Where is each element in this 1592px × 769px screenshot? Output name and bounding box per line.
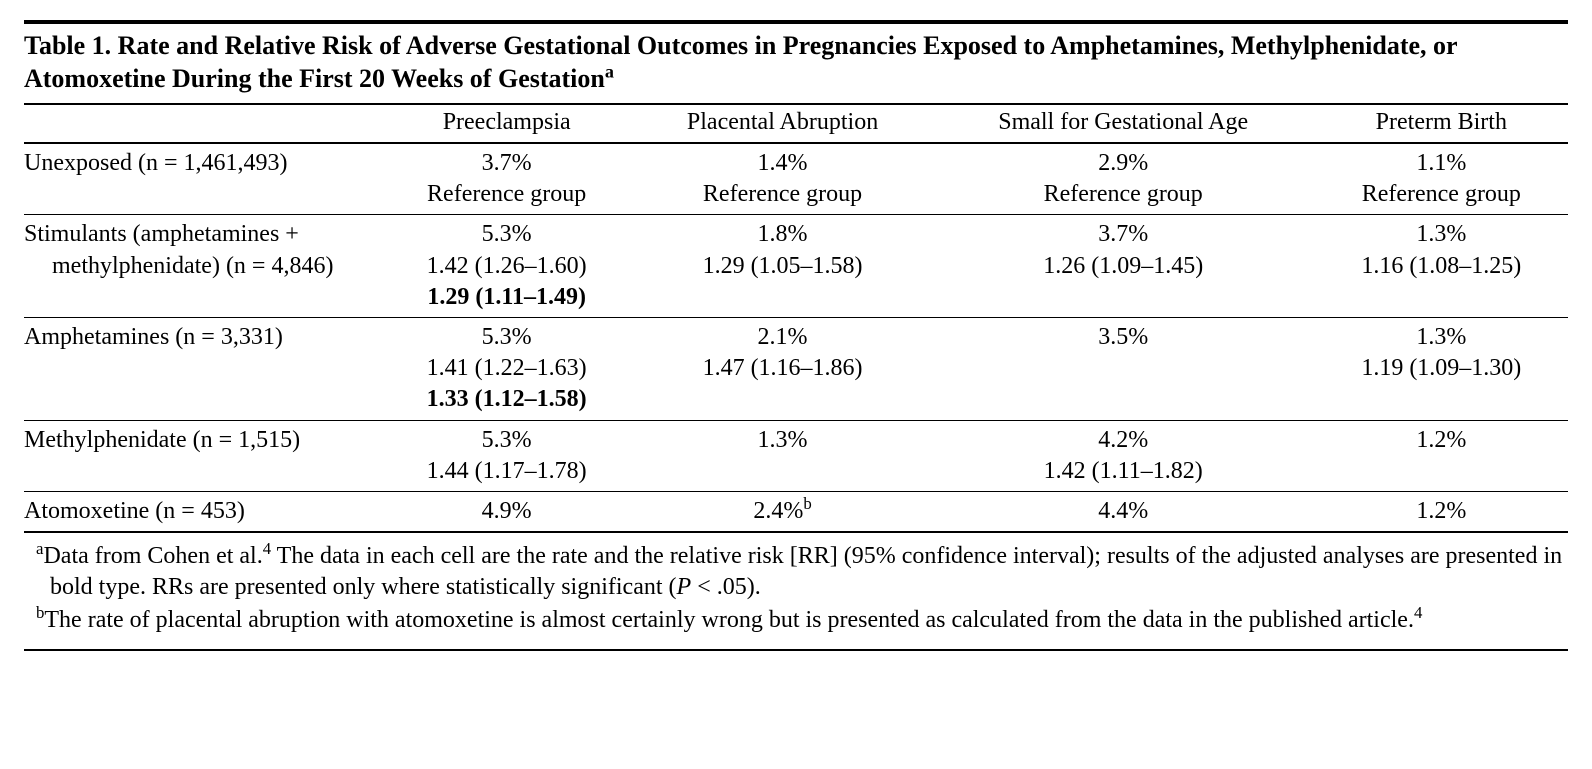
footnote: aData from Cohen et al.4 The data in eac…	[24, 541, 1568, 603]
table-title: Table 1. Rate and Relative Risk of Adver…	[24, 24, 1568, 105]
data-cell: 2.9%Reference group	[932, 143, 1315, 215]
data-cell: 1.4%Reference group	[633, 143, 931, 215]
data-cell: 4.4%	[932, 491, 1315, 531]
col-header-preterm: Preterm Birth	[1315, 105, 1568, 143]
data-cell: 3.7%Reference group	[380, 143, 633, 215]
data-cell: 3.5%	[932, 317, 1315, 420]
data-cell: 1.2%	[1315, 420, 1568, 491]
data-cell: 5.3%1.41 (1.22–1.63)1.33 (1.12–1.58)	[380, 317, 633, 420]
row-label: Stimulants (amphetamines + methylphenida…	[24, 215, 380, 318]
data-cell: 5.3%1.42 (1.26–1.60)1.29 (1.11–1.49)	[380, 215, 633, 318]
row-label: Atomoxetine (n = 453)	[24, 491, 380, 531]
title-text: Table 1. Rate and Relative Risk of Adver…	[24, 31, 1457, 93]
table-container: Table 1. Rate and Relative Risk of Adver…	[24, 20, 1568, 651]
data-cell: 1.2%	[1315, 491, 1568, 531]
table-row: Atomoxetine (n = 453)4.9%2.4%b4.4%1.2%	[24, 491, 1568, 531]
row-label: Methylphenidate (n = 1,515)	[24, 420, 380, 491]
data-cell: 5.3%1.44 (1.17–1.78)	[380, 420, 633, 491]
footnote: bThe rate of placental abruption with at…	[24, 605, 1568, 636]
title-sup: a	[605, 61, 614, 81]
footnotes: aData from Cohen et al.4 The data in eac…	[24, 531, 1568, 649]
data-cell: 1.8%1.29 (1.05–1.58)	[633, 215, 931, 318]
table-row: Unexposed (n = 1,461,493)3.7%Reference g…	[24, 143, 1568, 215]
data-cell: 1.3%1.19 (1.09–1.30)	[1315, 317, 1568, 420]
data-cell: 3.7%1.26 (1.09–1.45)	[932, 215, 1315, 318]
col-header-preeclampsia: Preeclampsia	[380, 105, 633, 143]
data-cell: 1.3%1.16 (1.08–1.25)	[1315, 215, 1568, 318]
col-header-blank	[24, 105, 380, 143]
data-table: Preeclampsia Placental Abruption Small f…	[24, 105, 1568, 531]
col-header-abruption: Placental Abruption	[633, 105, 931, 143]
data-cell: 1.3%	[633, 420, 931, 491]
table-row: Methylphenidate (n = 1,515)5.3%1.44 (1.1…	[24, 420, 1568, 491]
data-cell: 4.9%	[380, 491, 633, 531]
col-header-sga: Small for Gestational Age	[932, 105, 1315, 143]
data-cell: 2.1%1.47 (1.16–1.86)	[633, 317, 931, 420]
data-cell: 4.2%1.42 (1.11–1.82)	[932, 420, 1315, 491]
data-cell: 1.1%Reference group	[1315, 143, 1568, 215]
row-label: Amphetamines (n = 3,331)	[24, 317, 380, 420]
data-cell: 2.4%b	[633, 491, 931, 531]
table-row: Stimulants (amphetamines + methylphenida…	[24, 215, 1568, 318]
table-row: Amphetamines (n = 3,331)5.3%1.41 (1.22–1…	[24, 317, 1568, 420]
row-label: Unexposed (n = 1,461,493)	[24, 143, 380, 215]
header-row: Preeclampsia Placental Abruption Small f…	[24, 105, 1568, 143]
